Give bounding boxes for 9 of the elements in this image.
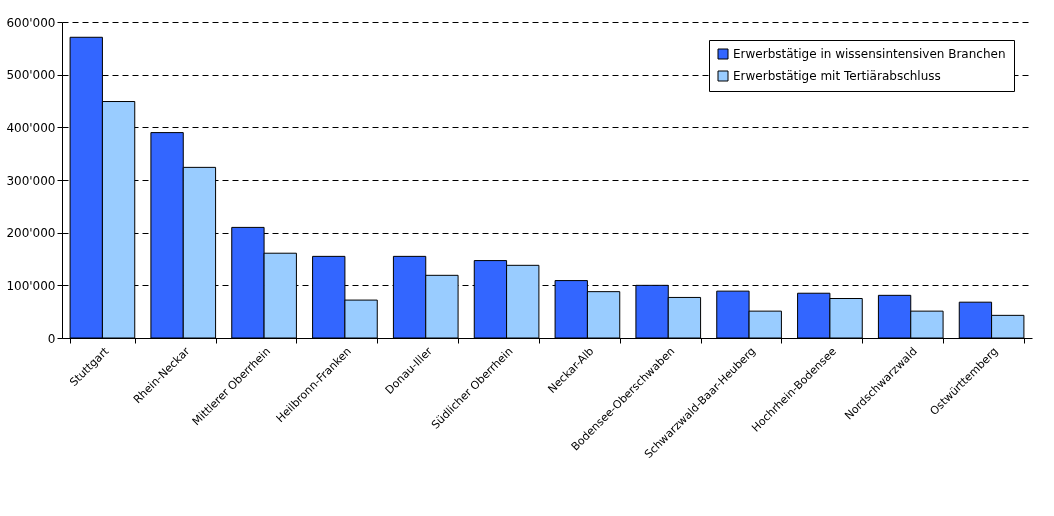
y-tick-label: 300'000 <box>6 173 56 188</box>
legend-label: Erwerbstätige mit Tertiärabschluss <box>733 69 941 83</box>
y-tick-label: 200'000 <box>6 226 56 241</box>
y-tick-label: 100'000 <box>6 278 56 293</box>
y-tick-label: 600'000 <box>6 15 56 30</box>
legend-label: Erwerbstätige in wissensintensiven Branchen <box>733 47 1006 61</box>
y-tick-label: 500'000 <box>6 68 56 83</box>
y-tick-label: 400'000 <box>6 120 56 135</box>
y-tick-label: 0 <box>47 331 56 346</box>
